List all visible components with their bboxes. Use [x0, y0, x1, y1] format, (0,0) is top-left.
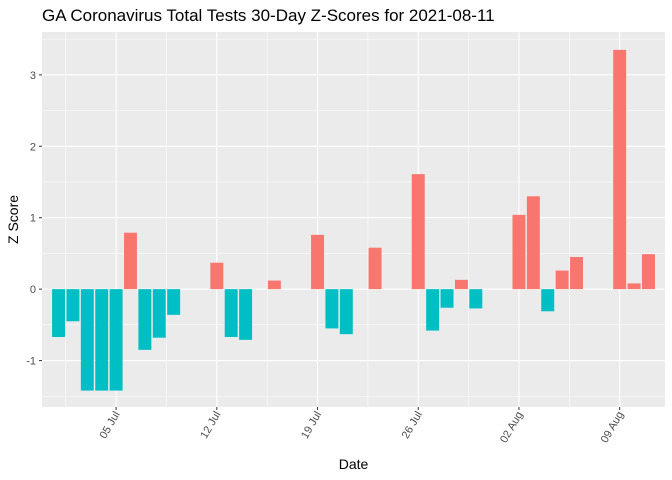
bar	[109, 289, 123, 391]
bar	[152, 289, 166, 338]
bar	[555, 270, 569, 290]
y-tick-label: 2	[30, 141, 36, 153]
bar	[613, 49, 627, 290]
bar	[52, 289, 66, 337]
bar	[526, 196, 540, 290]
y-tick-label: -1	[26, 356, 36, 368]
bar	[80, 289, 94, 391]
bar	[627, 283, 641, 290]
x-axis: 05 Jul 12 Jul 19 Jul 26 Jul 02 Aug 09 Aug	[98, 407, 627, 446]
bar	[411, 174, 425, 290]
bar	[239, 289, 253, 340]
minor-gridlines	[42, 32, 665, 407]
bars	[52, 49, 655, 391]
bar	[95, 289, 109, 391]
bar	[124, 232, 137, 290]
chart-title: GA Coronavirus Total Tests 30-Day Z-Scor…	[42, 6, 495, 25]
x-tick-label: 26 Jul	[400, 410, 425, 441]
bar	[469, 289, 483, 309]
bar	[66, 289, 80, 322]
y-tick-label: 0	[30, 284, 36, 296]
x-tick-label: 19 Jul	[299, 410, 324, 441]
bar	[224, 289, 238, 337]
bar	[368, 247, 382, 290]
y-tick-label: 3	[30, 70, 36, 82]
plot-panel	[42, 32, 665, 407]
bar	[339, 289, 353, 335]
bar	[541, 289, 555, 312]
bar	[426, 289, 440, 331]
y-axis-title: Z Score	[5, 195, 21, 244]
bar	[267, 280, 281, 290]
x-tick-label: 12 Jul	[198, 410, 223, 441]
bar	[570, 257, 583, 290]
bar	[138, 289, 152, 350]
y-tick-label: 1	[30, 213, 36, 225]
x-axis-title: Date	[339, 456, 369, 472]
bar	[210, 262, 224, 290]
bar	[167, 289, 181, 315]
bar	[641, 254, 655, 290]
x-tick-label: 02 Aug	[498, 410, 526, 446]
bar	[440, 289, 454, 308]
bar	[311, 234, 325, 290]
bar	[454, 279, 468, 290]
x-tick-label: 05 Jul	[98, 410, 123, 441]
x-tick-label: 09 Aug	[599, 410, 627, 446]
y-axis: -1 0 1 2 3	[26, 70, 42, 368]
bar	[325, 289, 339, 329]
bar	[512, 214, 526, 290]
